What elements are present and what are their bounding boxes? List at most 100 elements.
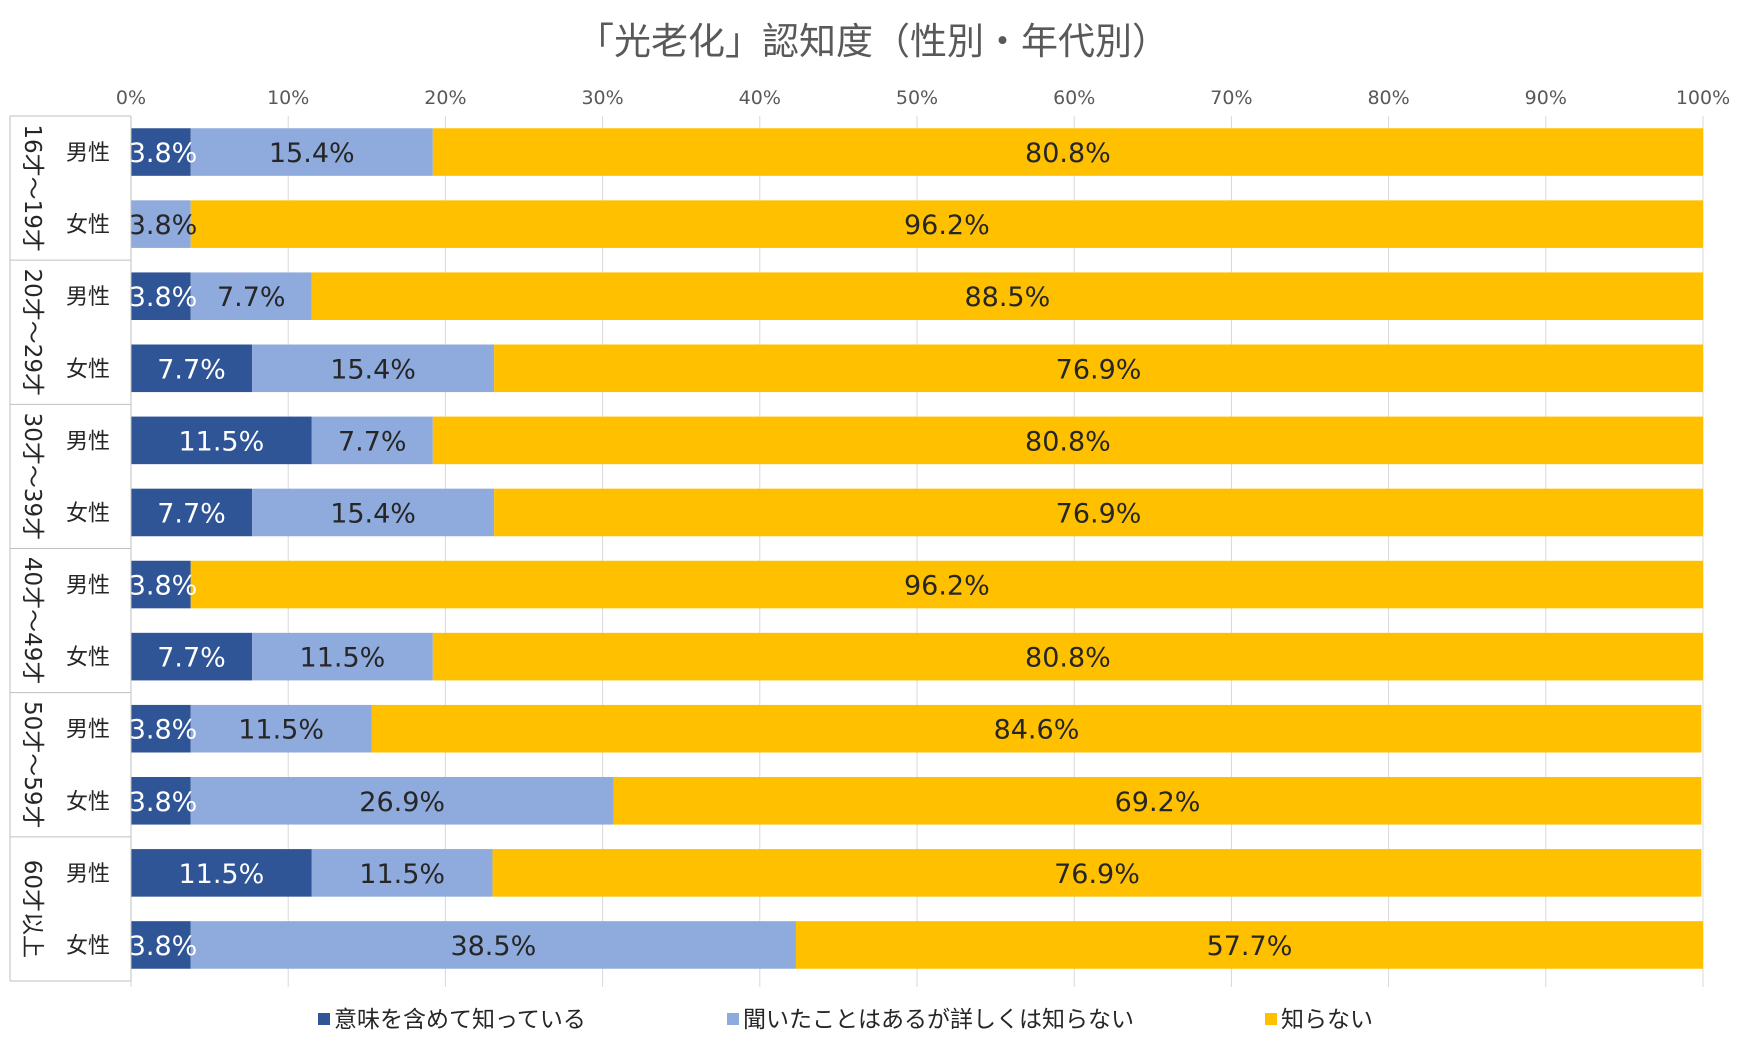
data-label: 11.5% (178, 426, 264, 457)
bar-segment (131, 128, 191, 176)
category-label: 男性 (66, 285, 110, 310)
bar-segment (613, 777, 1702, 825)
data-label: 3.8% (129, 715, 198, 746)
bar-segment (131, 849, 312, 897)
bar-segment (131, 632, 253, 681)
x-axis-tick-labels: 0% 10% 20% 30% 40% 50% 60% 70% 80% 90% 100% (116, 87, 1730, 109)
bar-segment (190, 777, 614, 825)
legend: 意味を含めて知っている 聞いたことはあるが詳しくは知らない 知らない (318, 1007, 1373, 1033)
bar-segment (131, 416, 312, 465)
data-label: 38.5% (450, 931, 536, 962)
bar-segment (190, 921, 796, 969)
data-label: 7.7% (157, 643, 226, 674)
data-label: 96.2% (904, 571, 990, 602)
bar-segment (311, 416, 433, 465)
bars (131, 128, 1704, 969)
data-label: 11.5% (300, 643, 386, 674)
bar-segment (131, 921, 191, 969)
bar-segment (131, 344, 253, 393)
x-tick-label: 70% (1210, 87, 1252, 109)
data-label: 80.8% (1025, 138, 1111, 169)
bar-segment (131, 777, 191, 825)
data-label: 80.8% (1025, 643, 1111, 674)
x-tick-label: 40% (739, 87, 781, 109)
data-label: 7.7% (157, 354, 226, 385)
x-tick-label: 90% (1525, 87, 1567, 109)
bar-segment (190, 272, 312, 320)
data-label: 88.5% (964, 282, 1050, 313)
bar-segment (252, 344, 495, 393)
category-label: 女性 (66, 646, 110, 671)
category-label: 男性 (66, 141, 110, 166)
category-label: 女性 (66, 790, 110, 815)
data-label: 76.9% (1056, 498, 1142, 529)
data-label: 11.5% (178, 859, 264, 890)
bar-segment (131, 200, 191, 248)
data-label: 7.7% (338, 426, 407, 457)
bar-segment (795, 921, 1703, 969)
bar-segment (311, 272, 1703, 320)
legend-swatch (318, 1013, 330, 1025)
data-label: 7.7% (217, 282, 286, 313)
data-label: 84.6% (994, 715, 1080, 746)
group-label: 40才～49才 (19, 557, 45, 685)
x-tick-label: 10% (267, 87, 309, 109)
category-label: 女性 (66, 934, 110, 959)
bar-segment (492, 849, 1702, 897)
data-label: 96.2% (904, 210, 990, 241)
x-tick-label: 50% (896, 87, 938, 109)
legend-swatch (727, 1013, 739, 1025)
category-label: 女性 (66, 213, 110, 238)
bar-segment (494, 488, 1704, 537)
category-label: 女性 (66, 357, 110, 382)
group-label: 30才～39才 (19, 413, 45, 541)
bar-segment (432, 416, 1704, 465)
data-label: 80.8% (1025, 426, 1111, 457)
bar-segment (190, 128, 433, 176)
legend-label: 知らない (1281, 1007, 1373, 1033)
x-tick-label: 80% (1367, 87, 1409, 109)
data-label: 69.2% (1115, 787, 1201, 818)
bar-segment (432, 632, 1704, 681)
x-tick-label: 100% (1676, 87, 1730, 109)
legend-label: 聞いたことはあるが詳しくは知らない (743, 1007, 1134, 1033)
bar-segment (252, 632, 433, 681)
data-label: 11.5% (238, 715, 324, 746)
data-labels: 3.8% 15.4% 80.8% 3.8% 96.2% 3.8% 7.7% 88.5% 7.7%… (129, 138, 1293, 962)
bar-segment (190, 200, 1704, 248)
data-label: 15.4% (330, 498, 416, 529)
data-label: 11.5% (359, 859, 445, 890)
category-axis: 男性女性16才～19才男性女性20才～29才男性女性30才～39才男性女性40才… (9, 115, 132, 982)
category-label: 男性 (66, 862, 110, 887)
category-label: 男性 (66, 429, 110, 454)
data-label: 57.7% (1207, 931, 1293, 962)
bar-segment (190, 704, 372, 753)
bar-segment (311, 849, 493, 897)
category-label: 男性 (66, 574, 110, 599)
group-label: 60才以上 (19, 860, 45, 958)
bar-segment (190, 560, 1704, 609)
data-label: 3.8% (129, 282, 198, 313)
data-label: 3.8% (129, 931, 198, 962)
x-tick-label: 0% (116, 87, 146, 109)
bar-segment (371, 704, 1702, 753)
category-label: 女性 (66, 501, 110, 526)
chart-title: 「光老化」認知度（性別・年代別） (577, 20, 1169, 63)
data-label: 26.9% (359, 787, 445, 818)
category-label: 男性 (66, 718, 110, 743)
data-label: 3.8% (129, 138, 198, 169)
data-label: 76.9% (1054, 859, 1140, 890)
data-label: 7.7% (157, 498, 226, 529)
bar-segment (131, 272, 191, 320)
group-label: 20才～29才 (19, 268, 45, 396)
x-tick-label: 20% (424, 87, 466, 109)
gridlines (130, 116, 1704, 987)
group-label: 16才～19才 (19, 124, 45, 252)
bar-segment (494, 344, 1704, 393)
bar-segment (131, 704, 191, 753)
data-label: 3.8% (129, 571, 198, 602)
x-tick-label: 30% (581, 87, 623, 109)
bar-segment (131, 560, 191, 609)
